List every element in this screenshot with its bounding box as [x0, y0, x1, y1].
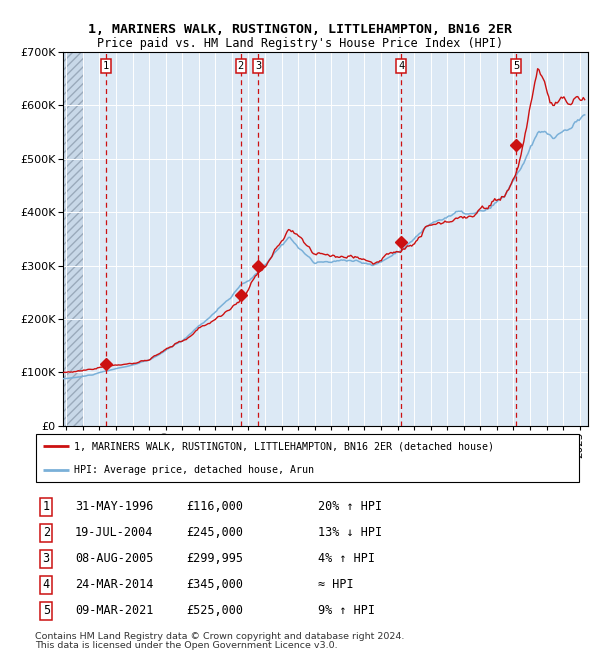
Text: £116,000: £116,000: [186, 500, 243, 514]
Text: Price paid vs. HM Land Registry's House Price Index (HPI): Price paid vs. HM Land Registry's House …: [97, 37, 503, 50]
Text: HPI: Average price, detached house, Arun: HPI: Average price, detached house, Arun: [74, 465, 314, 475]
Text: 1: 1: [103, 61, 109, 72]
Text: 9% ↑ HPI: 9% ↑ HPI: [318, 604, 375, 617]
Text: 3: 3: [43, 552, 50, 566]
Text: 4% ↑ HPI: 4% ↑ HPI: [318, 552, 375, 566]
FancyBboxPatch shape: [36, 434, 579, 482]
Text: 1, MARINERS WALK, RUSTINGTON, LITTLEHAMPTON, BN16 2ER: 1, MARINERS WALK, RUSTINGTON, LITTLEHAMP…: [88, 23, 512, 36]
Text: 20% ↑ HPI: 20% ↑ HPI: [318, 500, 382, 514]
Text: 2: 2: [43, 526, 50, 539]
Text: 31-MAY-1996: 31-MAY-1996: [75, 500, 154, 514]
Text: 13% ↓ HPI: 13% ↓ HPI: [318, 526, 382, 539]
Text: £345,000: £345,000: [186, 578, 243, 592]
Text: Contains HM Land Registry data © Crown copyright and database right 2024.: Contains HM Land Registry data © Crown c…: [35, 632, 404, 641]
Text: 2: 2: [238, 61, 244, 72]
Text: ≈ HPI: ≈ HPI: [318, 578, 353, 592]
Text: 24-MAR-2014: 24-MAR-2014: [75, 578, 154, 592]
Text: 1: 1: [43, 500, 50, 514]
Text: 1, MARINERS WALK, RUSTINGTON, LITTLEHAMPTON, BN16 2ER (detached house): 1, MARINERS WALK, RUSTINGTON, LITTLEHAMP…: [74, 441, 494, 451]
Text: 08-AUG-2005: 08-AUG-2005: [75, 552, 154, 566]
Bar: [63, 52, 83, 426]
Text: 09-MAR-2021: 09-MAR-2021: [75, 604, 154, 617]
Text: 5: 5: [514, 61, 520, 72]
Text: 4: 4: [398, 61, 404, 72]
Bar: [63, 52, 83, 426]
Text: £525,000: £525,000: [186, 604, 243, 617]
Text: This data is licensed under the Open Government Licence v3.0.: This data is licensed under the Open Gov…: [35, 641, 337, 650]
Text: £299,995: £299,995: [186, 552, 243, 566]
Text: 5: 5: [43, 604, 50, 617]
Text: 3: 3: [256, 61, 262, 72]
Text: £245,000: £245,000: [186, 526, 243, 539]
Text: 4: 4: [43, 578, 50, 592]
Text: 19-JUL-2004: 19-JUL-2004: [75, 526, 154, 539]
